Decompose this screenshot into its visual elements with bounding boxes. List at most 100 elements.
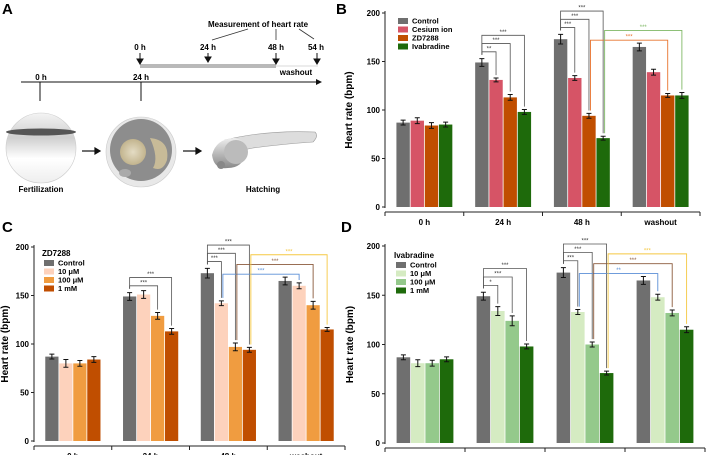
significance-label: *** <box>644 248 652 254</box>
legend-swatch <box>44 285 54 292</box>
bar <box>491 311 505 443</box>
error-bar <box>679 92 685 99</box>
significance-label: *** <box>218 248 226 254</box>
stage-label-fertilization: Fertilization <box>19 185 64 194</box>
y-tick-label: 0 <box>376 439 381 448</box>
significance-label: *** <box>500 30 508 36</box>
significance-bracket <box>222 273 300 298</box>
significance-label: *** <box>578 6 586 12</box>
bar <box>411 363 425 443</box>
significance-label: *** <box>571 14 579 20</box>
bar <box>320 329 334 441</box>
significance-bracket <box>578 273 659 307</box>
error-bar <box>141 290 147 299</box>
error-bar <box>400 119 406 126</box>
significance-label: *** <box>147 272 155 278</box>
chart-c-heart-rate-zd7288: 0 50 100 150 200 0 h 24 h 48 h washout Heart rate… <box>0 240 346 455</box>
measurement-label: Measurement of heart rate <box>208 20 309 29</box>
error-bar <box>640 276 646 285</box>
error-bar <box>324 327 330 332</box>
bar <box>410 120 424 207</box>
error-bar <box>480 291 486 301</box>
bar <box>228 346 242 441</box>
error-bar <box>586 112 592 119</box>
legend-label: Control <box>58 259 85 268</box>
legend-label: 100 μM <box>410 278 435 287</box>
bar <box>585 344 599 443</box>
time-label-0h-top: 0 h <box>134 43 146 52</box>
significance-label: *** <box>501 263 509 269</box>
significance-label: *** <box>626 35 634 41</box>
bar <box>87 359 101 441</box>
time-label-48h-top: 48 h <box>268 43 284 52</box>
significance-bracket <box>481 34 525 107</box>
bar <box>438 124 453 207</box>
significance-bracket <box>563 243 607 369</box>
time-label-54h-top: 54 h <box>308 43 324 52</box>
significance-label: *** <box>225 240 233 246</box>
error-bar <box>127 292 133 301</box>
y-tick-label: 100 <box>367 106 381 115</box>
legend-label: ZD7288 <box>412 34 439 43</box>
legend-swatch <box>398 43 408 50</box>
legend-swatch <box>396 262 406 268</box>
x-tick-label: 48 h <box>574 218 590 227</box>
bar <box>292 285 306 441</box>
y-axis-label: Heart rate (bpm) <box>0 305 11 382</box>
x-tick-label: 0 h <box>419 218 431 227</box>
legend-label: Ivabradine <box>412 42 450 51</box>
error-bar <box>415 359 421 368</box>
legend-label: Control <box>410 261 437 270</box>
bar <box>424 125 439 207</box>
error-bar <box>507 93 513 101</box>
bar <box>517 111 532 207</box>
bar <box>599 373 614 443</box>
y-tick-label: 100 <box>16 340 30 349</box>
experiment-timeline-schematic: Measurement of heart rate 0 h 24 h 48 h … <box>5 20 324 194</box>
significance-bracket <box>206 244 250 345</box>
error-bar <box>310 300 316 310</box>
error-bar <box>282 276 288 286</box>
bar <box>475 62 489 207</box>
error-bar <box>665 93 671 98</box>
legend-swatch <box>396 279 406 285</box>
bar <box>519 346 534 443</box>
bar <box>278 280 292 441</box>
y-tick-label: 150 <box>16 292 30 301</box>
error-bar <box>604 370 610 376</box>
error-bar <box>414 117 420 125</box>
error-bar <box>636 42 642 52</box>
significance-bracket <box>604 30 683 134</box>
error-bar <box>495 306 501 316</box>
legend-label: 100 μM <box>58 276 83 285</box>
legend-swatch <box>44 260 54 266</box>
legend-title: Ivabradine <box>394 251 435 260</box>
bar <box>505 320 519 443</box>
significance-label: *** <box>564 22 572 28</box>
error-bar <box>169 327 175 335</box>
error-bar <box>91 356 97 363</box>
bar <box>582 115 596 207</box>
bar <box>553 39 568 207</box>
significance-label: *** <box>140 280 148 286</box>
significance-bracket <box>593 263 673 340</box>
bar <box>165 331 179 441</box>
panel-label-d: D <box>341 219 352 236</box>
y-tick-label: 150 <box>367 58 381 67</box>
significance-label: *** <box>567 255 575 261</box>
y-tick-label: 0 <box>376 203 381 212</box>
bar <box>596 138 610 207</box>
error-bar <box>684 326 690 334</box>
y-tick-label: 200 <box>16 243 30 252</box>
bar <box>646 72 661 207</box>
error-bar <box>400 354 406 361</box>
error-bar <box>589 341 595 348</box>
treatment-bar <box>140 64 276 68</box>
y-axis-label: Heart rate (bpm) <box>345 306 356 383</box>
x-tick-label: 24 h <box>143 452 159 455</box>
significance-bracket <box>607 253 688 369</box>
y-tick-label: 200 <box>367 9 381 18</box>
error-bar <box>218 300 224 307</box>
error-bar <box>524 343 530 350</box>
